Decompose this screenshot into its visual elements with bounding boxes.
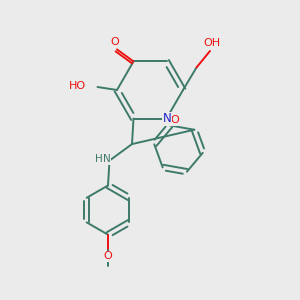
Text: N: N — [103, 154, 111, 164]
Text: HO: HO — [69, 81, 86, 92]
Text: O: O — [170, 115, 179, 125]
Text: O: O — [110, 37, 119, 47]
Text: O: O — [103, 251, 112, 261]
Text: N: N — [163, 112, 172, 125]
Text: H: H — [95, 154, 103, 164]
Text: OH: OH — [203, 38, 220, 48]
